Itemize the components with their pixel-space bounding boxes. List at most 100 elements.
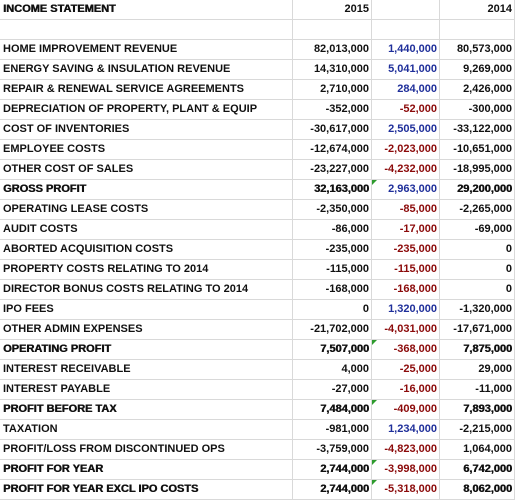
value-2015: -30,617,000 bbox=[293, 120, 372, 140]
empty-cell bbox=[440, 20, 515, 40]
value-2014: -69,000 bbox=[440, 220, 515, 240]
value-2015: -21,702,000 bbox=[293, 320, 372, 340]
value-change: -4,031,000 bbox=[372, 320, 440, 340]
value-2014: -11,000 bbox=[440, 380, 515, 400]
value-change: -4,232,000 bbox=[372, 160, 440, 180]
value-2014: 2,426,000 bbox=[440, 80, 515, 100]
row-label: HOME IMPROVEMENT REVENUE bbox=[0, 40, 293, 60]
row-label: OTHER ADMIN EXPENSES bbox=[0, 320, 293, 340]
value-2014: 0 bbox=[440, 240, 515, 260]
value-2015: -86,000 bbox=[293, 220, 372, 240]
value-2015: 7,484,000 bbox=[293, 400, 372, 420]
column-header: 2014 bbox=[440, 0, 515, 20]
row-label: TAXATION bbox=[0, 420, 293, 440]
value-2014: -300,000 bbox=[440, 100, 515, 120]
row-label: INTEREST RECEIVABLE bbox=[0, 360, 293, 380]
value-2014: -18,995,000 bbox=[440, 160, 515, 180]
value-2015: -3,759,000 bbox=[293, 440, 372, 460]
value-change: 1,234,000 bbox=[372, 420, 440, 440]
value-2015: -115,000 bbox=[293, 260, 372, 280]
row-label: OPERATING LEASE COSTS bbox=[0, 200, 293, 220]
row-label: DEPRECIATION OF PROPERTY, PLANT & EQUIP bbox=[0, 100, 293, 120]
value-change: 1,320,000 bbox=[372, 300, 440, 320]
value-change: -2,023,000 bbox=[372, 140, 440, 160]
row-label: ENERGY SAVING & INSULATION REVENUE bbox=[0, 60, 293, 80]
value-2014: -2,265,000 bbox=[440, 200, 515, 220]
value-change: -17,000 bbox=[372, 220, 440, 240]
row-label: AUDIT COSTS bbox=[0, 220, 293, 240]
row-label: PROFIT FOR YEAR bbox=[0, 460, 293, 480]
value-2015: -23,227,000 bbox=[293, 160, 372, 180]
value-2014: 29,000 bbox=[440, 360, 515, 380]
value-2015: 32,163,000 bbox=[293, 180, 372, 200]
row-label: PROFIT BEFORE TAX bbox=[0, 400, 293, 420]
row-label: DIRECTOR BONUS COSTS RELATING TO 2014 bbox=[0, 280, 293, 300]
value-2014: -1,320,000 bbox=[440, 300, 515, 320]
value-2014: -2,215,000 bbox=[440, 420, 515, 440]
value-2015: -168,000 bbox=[293, 280, 372, 300]
value-2014: 8,062,000 bbox=[440, 480, 515, 500]
value-change: 2,505,000 bbox=[372, 120, 440, 140]
value-2014: 9,269,000 bbox=[440, 60, 515, 80]
value-2014: 6,742,000 bbox=[440, 460, 515, 480]
value-change: 5,041,000 bbox=[372, 60, 440, 80]
value-change: -368,000 bbox=[372, 340, 440, 360]
row-label: PROPERTY COSTS RELATING TO 2014 bbox=[0, 260, 293, 280]
value-change: -85,000 bbox=[372, 200, 440, 220]
value-change: -5,318,000 bbox=[372, 480, 440, 500]
value-change: -4,823,000 bbox=[372, 440, 440, 460]
value-2015: -981,000 bbox=[293, 420, 372, 440]
row-label: COST OF INVENTORIES bbox=[0, 120, 293, 140]
value-2015: 4,000 bbox=[293, 360, 372, 380]
column-header: 2015 bbox=[293, 0, 372, 20]
row-label: PROFIT FOR YEAR EXCL IPO COSTS bbox=[0, 480, 293, 500]
value-2014: -33,122,000 bbox=[440, 120, 515, 140]
value-change: 1,440,000 bbox=[372, 40, 440, 60]
value-change: -168,000 bbox=[372, 280, 440, 300]
value-2014: 0 bbox=[440, 260, 515, 280]
empty-cell bbox=[372, 0, 440, 20]
empty-cell bbox=[293, 20, 372, 40]
value-change: -235,000 bbox=[372, 240, 440, 260]
value-2014: -10,651,000 bbox=[440, 140, 515, 160]
value-2015: 0 bbox=[293, 300, 372, 320]
empty-cell bbox=[372, 20, 440, 40]
value-2015: -2,350,000 bbox=[293, 200, 372, 220]
row-label: IPO FEES bbox=[0, 300, 293, 320]
sheet-title: INCOME STATEMENT bbox=[0, 0, 293, 20]
value-2015: -12,674,000 bbox=[293, 140, 372, 160]
value-change: -25,000 bbox=[372, 360, 440, 380]
row-label: GROSS PROFIT bbox=[0, 180, 293, 200]
row-label: EMPLOYEE COSTS bbox=[0, 140, 293, 160]
value-2014: 7,875,000 bbox=[440, 340, 515, 360]
value-2015: 14,310,000 bbox=[293, 60, 372, 80]
value-change: -115,000 bbox=[372, 260, 440, 280]
value-2014: -17,671,000 bbox=[440, 320, 515, 340]
value-2014: 7,893,000 bbox=[440, 400, 515, 420]
row-label: OTHER COST OF SALES bbox=[0, 160, 293, 180]
value-2014: 29,200,000 bbox=[440, 180, 515, 200]
value-2015: 82,013,000 bbox=[293, 40, 372, 60]
value-2014: 0 bbox=[440, 280, 515, 300]
empty-cell bbox=[0, 20, 293, 40]
value-2015: 2,710,000 bbox=[293, 80, 372, 100]
value-change: -3,998,000 bbox=[372, 460, 440, 480]
value-change: -16,000 bbox=[372, 380, 440, 400]
value-change: 284,000 bbox=[372, 80, 440, 100]
value-2015: 7,507,000 bbox=[293, 340, 372, 360]
value-2015: -352,000 bbox=[293, 100, 372, 120]
value-2015: -27,000 bbox=[293, 380, 372, 400]
row-label: REPAIR & RENEWAL SERVICE AGREEMENTS bbox=[0, 80, 293, 100]
value-2015: 2,744,000 bbox=[293, 480, 372, 500]
value-change: -52,000 bbox=[372, 100, 440, 120]
row-label: INTEREST PAYABLE bbox=[0, 380, 293, 400]
row-label: PROFIT/LOSS FROM DISCONTINUED OPS bbox=[0, 440, 293, 460]
value-2014: 80,573,000 bbox=[440, 40, 515, 60]
value-change: -409,000 bbox=[372, 400, 440, 420]
row-label: OPERATING PROFIT bbox=[0, 340, 293, 360]
value-2015: -235,000 bbox=[293, 240, 372, 260]
row-label: ABORTED ACQUISITION COSTS bbox=[0, 240, 293, 260]
value-change: 2,963,000 bbox=[372, 180, 440, 200]
value-2014: 1,064,000 bbox=[440, 440, 515, 460]
